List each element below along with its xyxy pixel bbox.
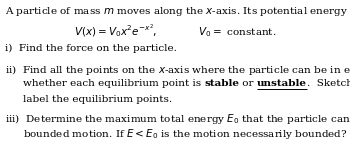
Text: iv)  Sketch the qualitatively different possible phase portraits (vary $E$).: iv) Sketch the qualitatively different p…: [5, 143, 350, 144]
Text: label the equilibrium points.: label the equilibrium points.: [23, 95, 172, 104]
Text: ii)  Find all the points on the $x$-axis where the particle can be in equilibriu: ii) Find all the points on the $x$-axis …: [5, 63, 350, 77]
Text: whether each equilibrium point is: whether each equilibrium point is: [23, 79, 204, 88]
Text: .  Sketch the potential energy and: . Sketch the potential energy and: [307, 79, 350, 88]
Text: or: or: [239, 79, 257, 88]
Text: stable: stable: [204, 79, 239, 88]
Text: unstable: unstable: [257, 79, 307, 88]
Text: $V(x) = V_0 x^2 e^{-x^2},\qquad\qquad V_0 = $ constant.: $V(x) = V_0 x^2 e^{-x^2},\qquad\qquad V_…: [74, 22, 276, 39]
Text: A particle of mass $m$ moves along the $x$-axis. Its potential energy at any poi: A particle of mass $m$ moves along the $…: [5, 5, 350, 18]
Text: i)  Find the force on the particle.: i) Find the force on the particle.: [5, 44, 176, 53]
Text: iii)  Determine the maximum total energy $E_0$ that the particle can have and st: iii) Determine the maximum total energy …: [5, 112, 350, 126]
Text: bounded motion. If $E < E_0$ is the motion necessarily bounded? Explain.: bounded motion. If $E < E_0$ is the moti…: [23, 127, 350, 141]
